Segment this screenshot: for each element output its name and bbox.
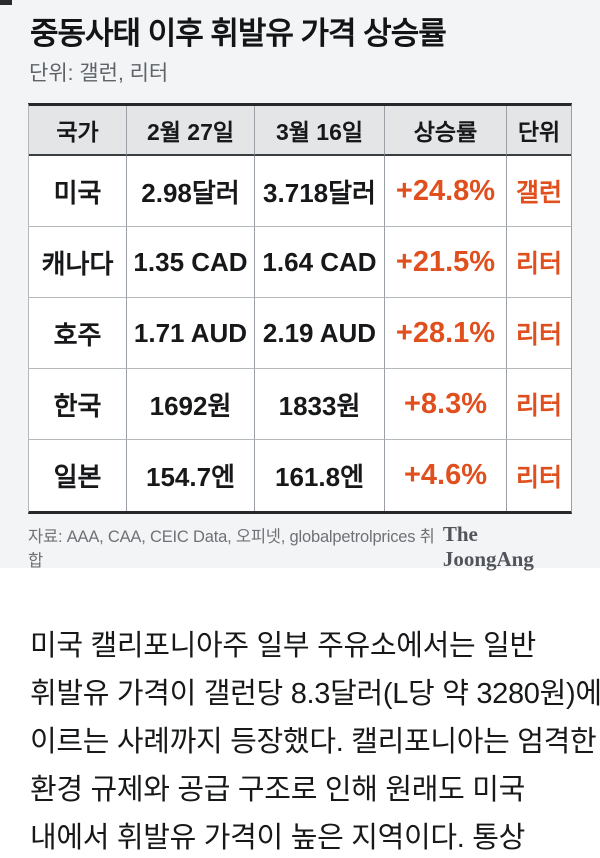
cell-feb27: 154.7엔 (127, 440, 255, 511)
chart-title: 중동사태 이후 휘발유 가격 상승률 (30, 16, 447, 51)
table-row: 일본 154.7엔 161.8엔 +4.6% 리터 (29, 440, 571, 511)
article-text-line: 미국 캘리포니아주 일부 주유소에서는 일반 (30, 630, 536, 662)
table-row: 호주 1.71 AUD 2.19 AUD +28.1% 리터 (29, 298, 571, 369)
cell-mar16: 2.19 AUD (255, 298, 385, 369)
table-header-row: 국가 2월 27일 3월 16일 상승률 단위 (29, 106, 571, 156)
cell-mar16: 3.718달러 (255, 156, 385, 227)
cell-country: 미국 (29, 156, 127, 227)
header-mar16: 3월 16일 (255, 106, 385, 156)
article-text-line: 휘발유 가격이 갤런당 8.3달러(L당 약 3280원)에 (30, 678, 600, 710)
cell-change: +24.8% (385, 156, 507, 227)
cell-country: 캐나다 (29, 227, 127, 298)
cell-change: +8.3% (385, 369, 507, 440)
article-text-line: 이르는 사례까지 등장했다. 캘리포니아는 엄격한 (30, 726, 597, 758)
price-table: 국가 2월 27일 3월 16일 상승률 단위 미국 2.98달러 3.718달… (28, 103, 572, 514)
article-body: 미국 캘리포니아주 일부 주유소에서는 일반 휘발유 가격이 갤런당 8.3달러… (30, 622, 600, 858)
chart-subtitle: 단위: 갤런, 리터 (29, 62, 169, 85)
cell-feb27: 2.98달러 (127, 156, 255, 227)
corner-artifact (0, 0, 12, 5)
cell-mar16: 161.8엔 (255, 440, 385, 511)
source-line: 자료: AAA, CAA, CEIC Data, 오피넷, globalpetr… (28, 522, 572, 572)
header-country: 국가 (29, 106, 127, 156)
cell-unit: 리터 (507, 369, 571, 440)
data-credit: 자료: AAA, CAA, CEIC Data, 오피넷, globalpetr… (28, 528, 435, 570)
article-text-line: 환경 규제와 공급 구조로 인해 원래도 미국 (30, 774, 526, 806)
table-row: 한국 1692원 1833원 +8.3% 리터 (29, 369, 571, 440)
cell-feb27: 1692원 (127, 369, 255, 440)
cell-change: +4.6% (385, 440, 507, 511)
cell-mar16: 1.64 CAD (255, 227, 385, 298)
cell-country: 일본 (29, 440, 127, 511)
header-change: 상승률 (385, 106, 507, 156)
cell-feb27: 1.35 CAD (127, 227, 255, 298)
table-row: 캐나다 1.35 CAD 1.64 CAD +21.5% 리터 (29, 227, 571, 298)
cell-mar16: 1833원 (255, 369, 385, 440)
cell-feb27: 1.71 AUD (127, 298, 255, 369)
cell-unit: 리터 (507, 298, 571, 369)
cell-country: 한국 (29, 369, 127, 440)
table-row: 미국 2.98달러 3.718달러 +24.8% 갤런 (29, 156, 571, 227)
cell-change: +28.1% (385, 298, 507, 369)
cell-unit: 갤런 (507, 156, 571, 227)
infographic-panel: 중동사태 이후 휘발유 가격 상승률 단위: 갤런, 리터 국가 2월 27일 … (0, 0, 600, 571)
header-unit: 단위 (507, 106, 571, 156)
header-feb27: 2월 27일 (127, 106, 255, 156)
article-text-line: 내에서 휘발유 가격이 높은 지역이다. 통상 (30, 822, 526, 854)
cell-change: +21.5% (385, 227, 507, 298)
cell-unit: 리터 (507, 440, 571, 511)
publisher-logo: The JoongAng (442, 522, 534, 571)
cell-country: 호주 (29, 298, 127, 369)
cell-unit: 리터 (507, 227, 571, 298)
